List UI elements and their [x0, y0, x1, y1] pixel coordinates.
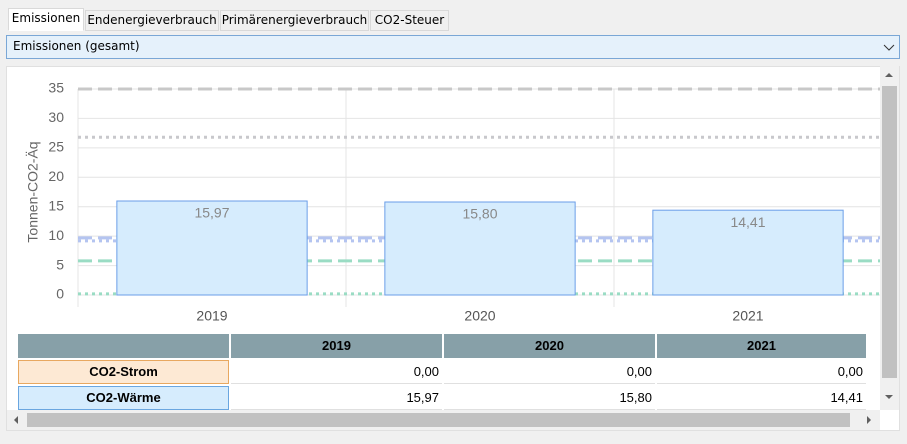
column-header: 2021 — [657, 334, 866, 358]
dropdown-text: Emissionen (gesamt) — [13, 39, 140, 53]
table-cell: 0,00 — [231, 360, 442, 384]
table-cell: 14,41 — [657, 386, 866, 410]
data-label: 15,80 — [462, 206, 497, 222]
scroll-down[interactable] — [884, 393, 894, 401]
y-tick-label: 0 — [56, 286, 64, 302]
table-cell: 0,00 — [444, 360, 655, 384]
y-tick-label: 10 — [48, 227, 64, 243]
scroll-thumb[interactable] — [882, 86, 897, 378]
bar — [384, 201, 576, 296]
data-label: 15,97 — [194, 205, 229, 221]
y-tick-label: 30 — [48, 109, 64, 125]
bar — [652, 209, 844, 296]
dropdown-arrow — [883, 44, 895, 51]
row-header: CO2-Strom — [18, 360, 229, 384]
x-tick-label: 2019 — [196, 308, 227, 324]
table-header-corner — [18, 334, 229, 358]
y-tick-label: 25 — [48, 139, 64, 155]
chart: Tonnen-CO2-Äq 0 5 10 15 20 25 30 35 2019 15,97 202… — [25, 80, 880, 324]
tab[interactable]: Emissionen — [8, 8, 84, 31]
dropdown[interactable]: Emissionen (gesamt) — [6, 35, 900, 59]
tab[interactable]: CO2-Steuer — [370, 10, 449, 31]
table-cell: 0,00 — [657, 360, 866, 384]
horizontal-scrollbar[interactable] — [7, 410, 880, 430]
bar — [116, 200, 308, 296]
column-header: 2020 — [444, 334, 655, 358]
table-cell: 15,80 — [444, 386, 655, 410]
table-cell: 15,97 — [231, 386, 442, 410]
x-tick-label: 2021 — [732, 308, 763, 324]
y-tick-label: 20 — [48, 168, 64, 184]
y-axis-label: Tonnen-CO2-Äq — [25, 141, 41, 242]
tab[interactable]: Primärenergieverbrauch — [220, 10, 369, 31]
vertical-scrollbar[interactable] — [880, 66, 899, 410]
scroll-right[interactable] — [865, 415, 873, 425]
y-tick-label: 15 — [48, 197, 64, 213]
y-tick-label: 5 — [56, 256, 64, 272]
tab[interactable]: Endenergieverbrauch — [85, 10, 219, 31]
column-header: 2019 — [231, 334, 442, 358]
x-tick-label: 2020 — [464, 308, 495, 324]
scroll-up[interactable] — [884, 71, 894, 79]
row-header: CO2-Wärme — [18, 386, 229, 410]
scroll-thumb[interactable] — [27, 413, 850, 427]
scroll-left[interactable] — [12, 415, 20, 425]
data-label: 14,41 — [730, 214, 765, 230]
y-tick-label: 35 — [48, 80, 64, 96]
